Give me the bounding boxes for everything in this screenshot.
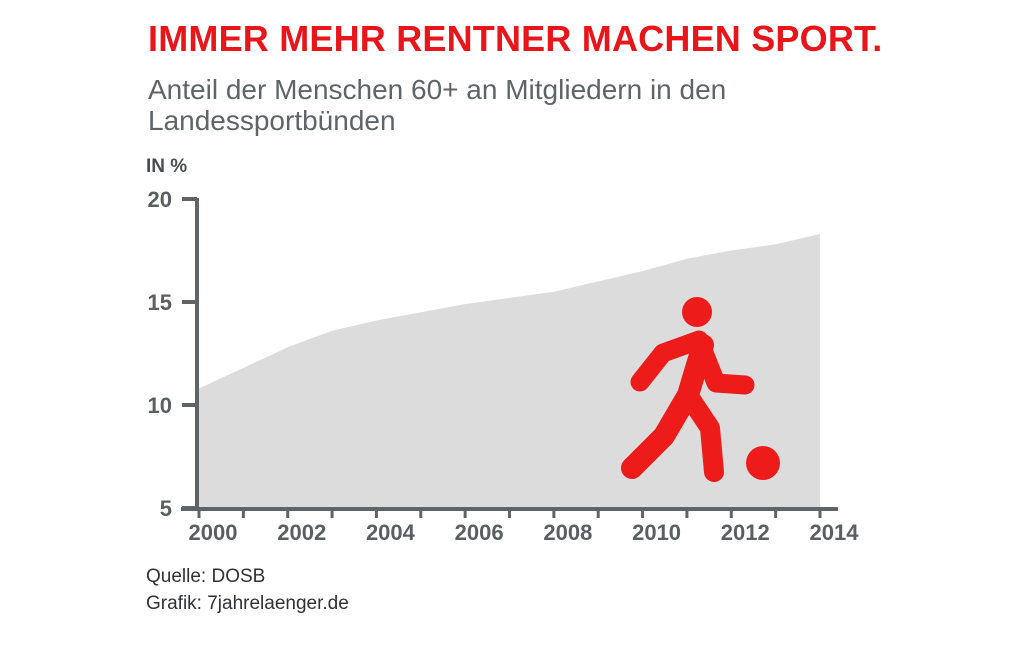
chart-subtitle: Anteil der Menschen 60+ an Mitgliedern i…: [148, 74, 727, 136]
area-chart: IN % 5 10 15 20 2000 2002 2004 2006 2008 2010 2012 2…: [146, 156, 859, 545]
y-axis-label: IN %: [146, 156, 187, 177]
x-tick-label: 2012: [721, 520, 770, 545]
x-tick-label: 2002: [277, 520, 326, 545]
ball-icon: [746, 446, 780, 480]
y-tick-label: 10: [148, 393, 172, 418]
x-tick-label: 2010: [632, 520, 681, 545]
axes: IN % 5 10 15 20 2000 2002 2004 2006 2008 2010 2012 2…: [146, 156, 859, 545]
source-block: Quelle: DOSB Grafik: 7jahrelaenger.de: [146, 563, 349, 617]
x-tick-label: 2000: [189, 520, 238, 545]
y-tick-label: 20: [148, 187, 172, 212]
x-tick-label: 2004: [366, 520, 416, 545]
credit-text: Grafik: 7jahrelaenger.de: [146, 593, 349, 614]
x-tick-label: 2006: [455, 520, 504, 545]
x-tick-label: 2008: [543, 520, 592, 545]
soccer-player-icon: [621, 297, 755, 482]
y-tick-label: 15: [148, 290, 172, 315]
x-tick-label: 2014: [810, 520, 860, 545]
source-text: Quelle: DOSB: [146, 566, 266, 587]
area-layer: [199, 234, 820, 508]
y-tick-label: 5: [160, 496, 172, 521]
chart-title: IMMER MEHR RENTNER MACHEN SPORT.: [148, 18, 883, 59]
area-series: [199, 234, 820, 508]
